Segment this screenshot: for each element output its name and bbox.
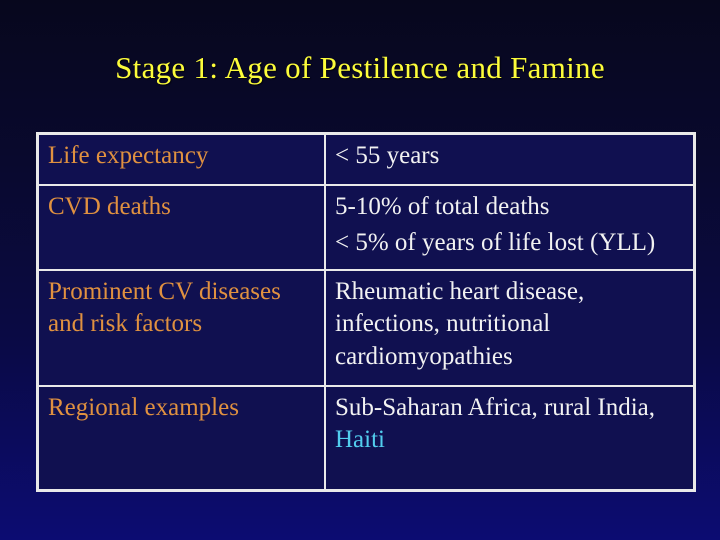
value-text-highlight: Haiti: [335, 426, 385, 453]
table-row: CVD deaths 5-10% of total deaths < 5% of…: [36, 183, 696, 271]
row-label-prominent-cv-diseases: Prominent CV diseases and risk factors: [36, 268, 326, 387]
value-text: < 55 years: [335, 142, 440, 169]
row-label-cvd-deaths: CVD deaths: [36, 183, 326, 271]
slide-title: Stage 1: Age of Pestilence and Famine: [115, 50, 605, 85]
row-label-life-expectancy: Life expectancy: [36, 132, 326, 186]
row-value-life-expectancy: < 55 years: [324, 132, 696, 186]
row-value-prominent-cv-diseases: Rheumatic heart disease, infections, nut…: [324, 268, 696, 387]
table-row: Life expectancy < 55 years: [36, 132, 696, 186]
row-value-regional-examples: Sub-Saharan Africa, rural India, Haiti: [324, 384, 696, 492]
table-row: Regional examples Sub-Saharan Africa, ru…: [36, 384, 696, 492]
value-text: Sub-Saharan Africa, rural India,: [335, 393, 656, 421]
value-text: Rheumatic heart disease, infections, nut…: [335, 277, 585, 370]
value-text: 5-10% of total deaths: [335, 192, 550, 220]
row-label-regional-examples: Regional examples: [36, 384, 326, 492]
value-text: < 5% of years of life lost (YLL): [335, 229, 656, 256]
table-row: Prominent CV diseases and risk factors R…: [36, 268, 696, 387]
row-value-cvd-deaths: 5-10% of total deaths < 5% of years of l…: [324, 183, 696, 271]
stage-summary-table: Life expectancy < 55 years CVD deaths 5-…: [36, 132, 696, 492]
